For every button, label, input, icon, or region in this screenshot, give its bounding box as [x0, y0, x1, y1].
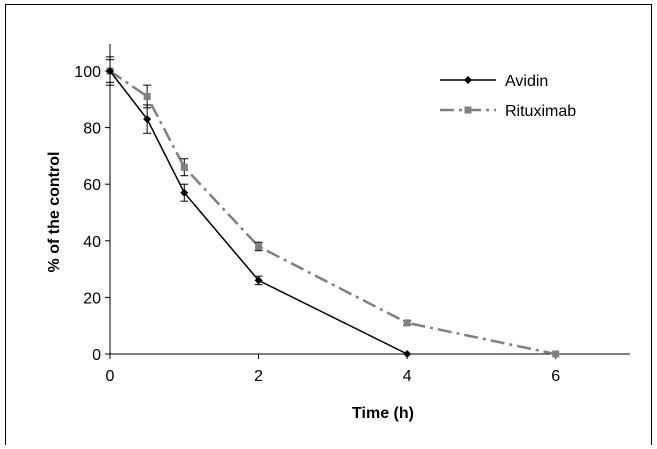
y-tick-label: 100 — [74, 64, 101, 81]
legend-item-avidin: Avidin — [440, 73, 548, 90]
series-layer — [106, 56, 560, 358]
data-point-rituximab — [403, 319, 411, 327]
x-axis-title: Time (h) — [352, 405, 414, 422]
legend-label: Avidin — [505, 73, 548, 90]
y-tick-label: 40 — [83, 234, 101, 251]
y-tick-label: 60 — [83, 177, 101, 194]
data-point-avidin — [106, 67, 114, 75]
series-line-rituximab — [109, 69, 556, 356]
data-point-rituximab — [255, 242, 263, 250]
data-point-avidin — [403, 350, 412, 358]
legend-marker — [464, 76, 472, 84]
chart-frame — [5, 4, 652, 445]
x-tick-label: 2 — [254, 368, 263, 385]
legend-label: Rituximab — [505, 103, 576, 120]
data-point-rituximab — [552, 350, 560, 358]
x-tick-label: 4 — [403, 368, 412, 385]
x-tick-label: 0 — [106, 368, 115, 385]
y-tick-label: 20 — [83, 290, 101, 307]
data-point-rituximab — [143, 92, 151, 100]
series-avidin — [106, 56, 412, 358]
legend: Avidin Rituximab — [440, 73, 576, 120]
data-point-avidin — [143, 115, 152, 124]
legend-item-rituximab: Rituximab — [440, 103, 576, 120]
y-axis-title: % of the control — [46, 152, 63, 273]
data-point-avidin — [180, 188, 189, 197]
y-tick-label: 80 — [83, 121, 101, 138]
series-line-avidin — [109, 70, 408, 355]
legend-marker — [464, 106, 472, 114]
data-point-rituximab — [180, 163, 188, 171]
data-point-avidin — [254, 276, 263, 285]
x-tick-label: 6 — [551, 368, 560, 385]
series-rituximab — [106, 59, 560, 358]
y-tick-label: 0 — [92, 347, 101, 364]
axes: 0 20 40 60 80 100 0 2 4 6 — [74, 44, 630, 385]
